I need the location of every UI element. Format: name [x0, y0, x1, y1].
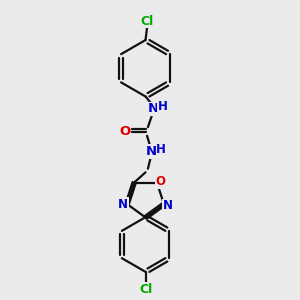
Text: Cl: Cl: [140, 14, 154, 28]
Text: H: H: [156, 142, 166, 156]
Text: N: N: [147, 103, 158, 116]
Text: Cl: Cl: [139, 283, 152, 296]
Text: H: H: [158, 100, 168, 113]
Text: O: O: [155, 176, 166, 188]
Text: N: N: [118, 198, 128, 211]
Text: N: N: [146, 145, 157, 158]
Text: N: N: [163, 199, 173, 212]
Text: O: O: [119, 125, 130, 138]
